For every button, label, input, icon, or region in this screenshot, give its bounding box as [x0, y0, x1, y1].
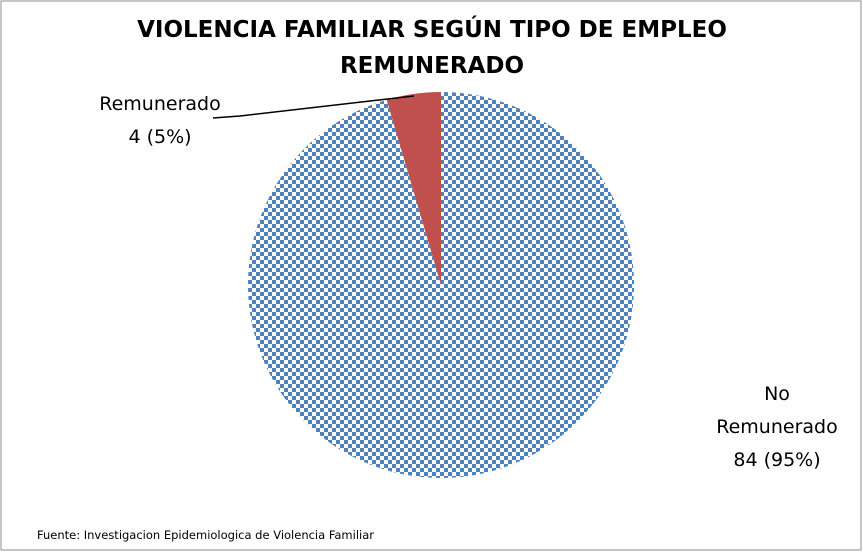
category-label: No Remunerado — [716, 383, 838, 438]
slice-label: Remunerado 4 (5%) — [90, 88, 230, 154]
source-note: Fuente: Investigacion Epidemiologica de … — [37, 528, 374, 542]
value-label: 84 (95%) — [733, 449, 821, 471]
category-label: Remunerado — [99, 93, 221, 115]
chart-title: VIOLENCIA FAMILIAR SEGÚN TIPO DE EMPLEO … — [137, 17, 727, 79]
slice-label: No Remunerado 84 (95%) — [712, 378, 842, 477]
value-label: 4 (5%) — [128, 126, 192, 148]
leader-line — [212, 95, 414, 119]
pie-slice — [386, 92, 441, 285]
